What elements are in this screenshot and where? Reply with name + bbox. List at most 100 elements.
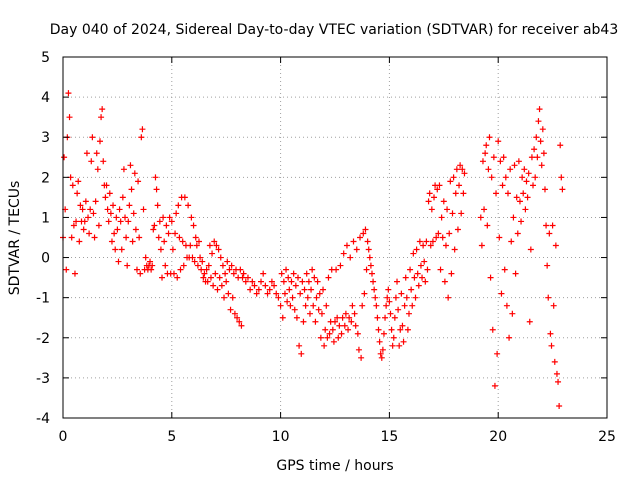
data-point bbox=[482, 150, 489, 157]
data-point bbox=[412, 294, 419, 301]
data-point bbox=[107, 210, 114, 217]
data-point bbox=[403, 294, 410, 301]
data-point bbox=[292, 282, 299, 289]
data-point bbox=[541, 186, 548, 193]
data-point bbox=[176, 234, 183, 241]
data-point bbox=[501, 266, 508, 273]
data-point bbox=[284, 298, 291, 305]
data-point bbox=[322, 326, 329, 333]
data-point bbox=[514, 230, 521, 237]
y-tick-label: -3 bbox=[36, 371, 50, 387]
y-tick-label: 4 bbox=[41, 90, 50, 106]
data-point bbox=[461, 170, 468, 177]
data-point bbox=[275, 294, 282, 301]
data-point bbox=[103, 182, 110, 189]
data-point bbox=[502, 174, 509, 181]
data-point bbox=[65, 90, 72, 97]
data-point bbox=[362, 226, 369, 233]
data-point bbox=[444, 206, 451, 213]
data-point bbox=[152, 174, 159, 181]
data-point bbox=[439, 234, 446, 241]
data-point bbox=[108, 238, 115, 245]
data-point bbox=[483, 142, 490, 149]
data-point bbox=[74, 190, 81, 197]
data-point bbox=[286, 286, 293, 293]
data-point bbox=[397, 326, 404, 333]
data-point bbox=[69, 182, 76, 189]
data-point bbox=[365, 246, 372, 253]
data-point bbox=[160, 214, 167, 221]
data-point bbox=[488, 174, 495, 181]
data-point bbox=[128, 186, 135, 193]
data-point bbox=[351, 310, 358, 317]
data-point bbox=[386, 298, 393, 305]
data-point bbox=[376, 338, 383, 345]
data-point bbox=[338, 330, 345, 337]
data-point bbox=[528, 154, 535, 161]
x-tick-label: 25 bbox=[598, 429, 616, 445]
data-point bbox=[165, 230, 172, 237]
x-tick-label: 15 bbox=[380, 429, 398, 445]
data-point bbox=[201, 270, 208, 277]
data-point bbox=[132, 226, 139, 233]
data-point bbox=[431, 194, 438, 201]
data-point bbox=[299, 278, 306, 285]
x-tick-label: 10 bbox=[272, 429, 290, 445]
data-point bbox=[326, 330, 333, 337]
data-point bbox=[507, 166, 514, 173]
data-point bbox=[457, 162, 464, 169]
data-point bbox=[342, 310, 349, 317]
data-point bbox=[341, 322, 348, 329]
data-point bbox=[478, 242, 485, 249]
data-point bbox=[222, 270, 229, 277]
data-point bbox=[219, 262, 226, 269]
data-point bbox=[516, 198, 523, 205]
data-point bbox=[490, 154, 497, 161]
data-point bbox=[271, 282, 278, 289]
data-point bbox=[223, 278, 230, 285]
data-point bbox=[348, 318, 355, 325]
data-point bbox=[423, 238, 430, 245]
data-point bbox=[99, 106, 106, 113]
data-point bbox=[71, 270, 78, 277]
data-point bbox=[370, 278, 377, 285]
data-point bbox=[73, 218, 80, 225]
data-point bbox=[511, 162, 518, 169]
data-point bbox=[329, 326, 336, 333]
data-point bbox=[111, 230, 118, 237]
data-point bbox=[177, 266, 184, 273]
data-point bbox=[151, 222, 158, 229]
data-point bbox=[422, 278, 429, 285]
data-point bbox=[534, 154, 541, 161]
x-tick-label: 0 bbox=[59, 429, 68, 445]
data-point bbox=[525, 170, 532, 177]
data-point bbox=[142, 254, 149, 261]
y-tick-label: 1 bbox=[41, 210, 50, 226]
data-point bbox=[407, 266, 414, 273]
data-point bbox=[347, 254, 354, 261]
data-point bbox=[442, 242, 449, 249]
data-point bbox=[200, 274, 207, 281]
data-point bbox=[379, 346, 386, 353]
data-point bbox=[449, 210, 456, 217]
data-point bbox=[156, 218, 163, 225]
data-point bbox=[122, 214, 129, 221]
data-point bbox=[226, 266, 233, 273]
data-point bbox=[315, 306, 322, 313]
data-point bbox=[213, 242, 220, 249]
data-point bbox=[228, 262, 235, 269]
data-point bbox=[304, 294, 311, 301]
data-point bbox=[239, 274, 246, 281]
data-point bbox=[120, 166, 127, 173]
data-point bbox=[131, 170, 138, 177]
data-point bbox=[391, 314, 398, 321]
data-point bbox=[375, 326, 382, 333]
data-point bbox=[448, 270, 455, 277]
data-point bbox=[373, 302, 380, 309]
data-point bbox=[396, 342, 403, 349]
data-point bbox=[521, 166, 528, 173]
data-point bbox=[535, 118, 542, 125]
data-point bbox=[395, 306, 402, 313]
data-point bbox=[110, 202, 117, 209]
